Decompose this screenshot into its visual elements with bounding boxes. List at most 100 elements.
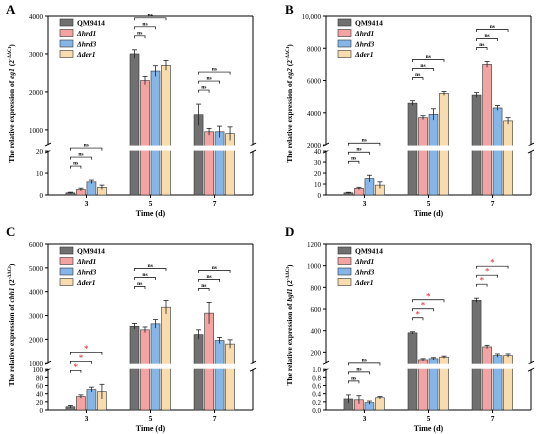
y-tick-label: 10,000 — [302, 13, 322, 21]
bar-Δhrd1-7 — [482, 64, 492, 196]
legend-label: Δhrd3 — [354, 40, 375, 49]
x-tick-label: 3 — [85, 199, 89, 208]
significance-bracket — [70, 360, 92, 364]
significance-bracket — [348, 160, 360, 164]
y-axis-label-text: The relative expression of — [285, 302, 294, 386]
y-axis-label-superscript: -ΔΔCt — [286, 267, 291, 281]
bar-QM9414-7 — [471, 94, 482, 196]
y-tick-label: 4000 — [29, 13, 44, 21]
y-tick-label: 1000 — [29, 360, 44, 368]
y-tick-label: 0 — [40, 192, 44, 200]
legend-label: QM9414 — [355, 19, 383, 28]
significance-bracket — [476, 38, 498, 42]
y-tick-label: 1000 — [29, 127, 44, 135]
x-axis-label: Time (d) — [414, 424, 444, 433]
y-axis-label-superscript: -ΔΔCt — [286, 46, 291, 60]
y-axis-label-text: ) — [285, 264, 294, 267]
legend-label: QM9414 — [77, 247, 105, 256]
panel-letter: D — [285, 224, 294, 239]
y-tick-label: 20 — [36, 148, 44, 156]
significance-bracket — [412, 68, 434, 72]
bar-Δhrd1-7 — [482, 346, 492, 411]
significance-bracket — [70, 147, 103, 151]
y-axis-label-gene: eg2 — [285, 68, 294, 79]
y-axis-label-gene: cbh1 — [7, 287, 16, 302]
significance-bracket — [476, 283, 488, 287]
legend-swatch — [337, 50, 352, 58]
y-axis-label-superscript: -ΔΔCt — [8, 46, 13, 60]
legend-swatch — [337, 29, 352, 37]
y-tick-label: 100 — [33, 366, 44, 374]
legend-label: Δhrd1 — [354, 257, 374, 266]
legend-swatch — [59, 257, 74, 265]
y-axis-label-text: ) — [285, 44, 294, 47]
x-tick-label: 7 — [491, 199, 495, 208]
legend-swatch — [337, 257, 352, 265]
significance-bracket — [348, 371, 370, 375]
significance-label: ns — [479, 42, 484, 48]
y-tick-label: 800 — [311, 284, 322, 292]
significance-label: ns — [206, 76, 211, 82]
panel-A: A 0 10 20 1000 2000 3000 4000 The relative expre… — [6, 2, 257, 218]
significance-label: ns — [212, 67, 217, 73]
legend-swatch — [59, 39, 74, 48]
y-tick-label: 6000 — [29, 241, 44, 249]
significance-label: ns — [356, 366, 361, 372]
bar-Δhrd3-3 — [86, 181, 97, 196]
y-tick-label: 20 — [314, 170, 322, 178]
axis-break-mark — [249, 367, 257, 372]
y-tick-label: 0.0 — [312, 407, 321, 415]
significance-bracket — [198, 288, 210, 291]
y-axis-label-text: (2 — [285, 280, 294, 288]
legend-label: Δhrd3 — [354, 268, 375, 277]
y-axis-label: The relative expression of eg1 (2-ΔΔCt) — [7, 44, 16, 163]
significance-bracket — [134, 286, 146, 290]
significance-bracket — [70, 165, 82, 169]
bar-QM9414-5 — [129, 53, 140, 196]
axis-break-band — [49, 145, 252, 151]
legend-label: Δder1 — [76, 278, 95, 287]
bar-Δder1-5 — [439, 93, 449, 196]
y-axis-label-text: (2 — [7, 279, 16, 287]
y-tick-label: 3000 — [29, 51, 44, 59]
y-tick-label: 30 — [314, 159, 322, 167]
significance-bracket — [70, 369, 82, 373]
significance-label: ns — [201, 85, 206, 91]
y-axis-label-gene: eg1 — [7, 68, 16, 79]
bar-Δder1-5 — [161, 306, 171, 411]
significance-label: * — [480, 276, 485, 286]
panel-D: D 0.00.20.40.60.81.0 200 400 600 800 1000 1200 T… — [285, 224, 535, 433]
legend-swatch — [59, 246, 74, 255]
significance-label: ns — [206, 274, 211, 280]
panel-letter: B — [285, 2, 294, 17]
significance-bracket — [134, 26, 156, 30]
y-tick-label: 10 — [314, 181, 322, 189]
legend-label: Δder1 — [354, 278, 373, 287]
significance-bracket — [198, 80, 220, 84]
legend-swatch — [59, 267, 74, 276]
bar-Δhrd3-7 — [492, 107, 503, 196]
x-axis-label: Time (d) — [414, 209, 444, 218]
significance-label: * — [73, 362, 78, 372]
significance-bracket — [412, 308, 434, 312]
significance-bracket — [476, 274, 498, 278]
y-tick-label: 0 — [40, 407, 44, 415]
significance-label: ns — [84, 143, 89, 149]
axis-break-band — [327, 145, 530, 151]
y-axis-label-text: The relative expression of — [285, 79, 294, 163]
y-tick-label: 200 — [311, 349, 322, 357]
bar-QM9414-7 — [193, 114, 204, 196]
y-axis-label-text: The relative expression of — [7, 79, 16, 163]
significance-bracket — [198, 279, 220, 282]
y-tick-label: 0 — [318, 192, 322, 200]
significance-label: ns — [362, 138, 367, 144]
x-axis-label: Time (d) — [136, 424, 166, 433]
y-tick-label: 0.6 — [312, 383, 321, 391]
axis-break-band — [327, 363, 530, 369]
x-tick-label: 5 — [149, 199, 153, 208]
y-tick-label: 4000 — [29, 289, 44, 297]
axis-break-mark — [249, 149, 257, 154]
bar-QM9414-7 — [193, 334, 204, 411]
significance-bracket — [412, 59, 445, 63]
